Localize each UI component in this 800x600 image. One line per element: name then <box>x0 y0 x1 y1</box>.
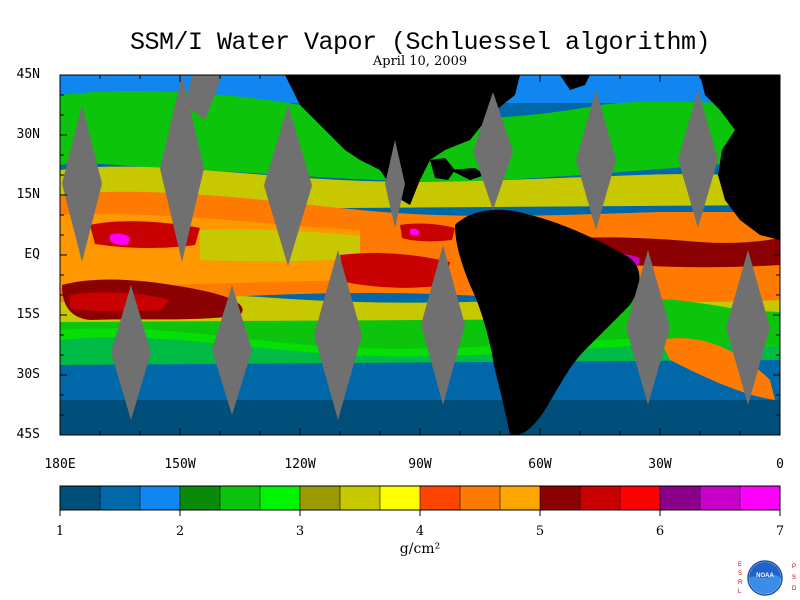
panama-red-patch <box>400 223 455 242</box>
lon-label: 60W <box>528 457 552 472</box>
colorbar-tick-label: 3 <box>295 524 305 539</box>
east-pacific-red-patch <box>340 252 450 288</box>
colorbar-swatch <box>140 486 181 510</box>
lat-label: 15S <box>16 307 40 322</box>
itcz-yellow-gap <box>200 229 360 262</box>
colorbar-swatch <box>660 486 701 510</box>
logo-seal-wave <box>749 574 781 594</box>
colorbar-swatch <box>700 486 741 510</box>
no-data-swath <box>678 90 718 228</box>
no-data-swath <box>212 285 252 415</box>
no-data-swaths <box>62 75 770 420</box>
water-vapor-map <box>59 74 781 436</box>
land-masses <box>285 75 780 435</box>
no-data-swath <box>421 245 465 405</box>
colorbar-tick-label: 1 <box>55 524 65 539</box>
no-data-swath <box>185 75 222 120</box>
logo-seal-top <box>749 562 781 578</box>
caribbean-island <box>450 168 485 180</box>
colorbar-swatch <box>620 486 661 510</box>
lon-label: 30W <box>648 457 672 472</box>
colorbar-swatch <box>220 486 261 510</box>
colorbar-tick-label: 6 <box>655 524 665 539</box>
logo-letter-d: D <box>792 586 797 592</box>
colorbar-swatch <box>180 486 221 510</box>
colorbar-unit: g/cm² <box>399 541 441 557</box>
greenland-tip <box>560 75 590 90</box>
lat-label: 30S <box>16 367 40 382</box>
colorbar-swatch <box>100 486 141 510</box>
lat-label: 30N <box>16 127 40 142</box>
logo-noaa-text: NOAA <box>756 573 774 579</box>
logo-letter-s: S <box>738 571 742 577</box>
no-data-swath <box>726 250 770 405</box>
map-tickmarks <box>59 74 781 436</box>
lon-label: 120W <box>284 457 316 472</box>
no-data-swath <box>473 92 513 210</box>
no-data-swath <box>62 105 102 262</box>
colorbar-swatch <box>740 486 781 510</box>
lat-label: 45N <box>16 67 40 82</box>
colorbar-swatch <box>260 486 301 510</box>
lon-label: 90W <box>408 457 432 472</box>
no-data-swath <box>264 105 312 266</box>
no-data-swath <box>111 285 151 420</box>
colorbar-tick-label: 7 <box>775 524 785 539</box>
lon-label: 0 <box>776 457 784 472</box>
lat-label: 15N <box>16 187 40 202</box>
lon-label: 150W <box>164 457 196 472</box>
magenta-spot-west <box>110 233 130 245</box>
africa-europe <box>700 75 780 240</box>
colorbar-swatch <box>300 486 341 510</box>
colorbar-swatch <box>460 486 501 510</box>
logo-letter-l: L <box>738 589 742 595</box>
central-america-isthmus <box>430 158 455 180</box>
lon-label: 180E <box>44 457 76 472</box>
colorbar-swatch <box>60 486 101 510</box>
magenta-spot-panama <box>410 228 420 236</box>
lat-label: 45S <box>16 427 40 442</box>
no-data-swath <box>160 75 204 262</box>
colorbar-tick-label: 5 <box>535 524 545 539</box>
no-data-swath <box>576 90 616 230</box>
colorbar-swatch <box>340 486 381 510</box>
logo-letter-e: E <box>738 562 742 568</box>
colorbar-swatch <box>540 486 581 510</box>
colorbar-tick-label: 4 <box>415 524 425 539</box>
logo-letter-s2: S <box>792 575 796 581</box>
colorbar-tick-label: 2 <box>175 524 185 539</box>
north-america <box>285 75 520 205</box>
no-data-swath <box>385 140 405 228</box>
south-america <box>455 209 640 435</box>
chart-title: SSM/I Water Vapor (Schluessel algorithm) <box>129 28 711 57</box>
colorbar-swatch <box>380 486 421 510</box>
chart-date: April 10, 2009 <box>372 54 468 69</box>
no-data-swath <box>626 250 670 405</box>
no-data-swath <box>314 250 362 420</box>
colorbar <box>59 485 781 516</box>
logo-letter-p: P <box>792 564 796 570</box>
colorbar-swatch <box>500 486 541 510</box>
lat-label: EQ <box>24 247 40 262</box>
colorbar-swatch <box>420 486 461 510</box>
south-pacific-red-patch <box>70 292 170 312</box>
colorbar-swatch <box>580 486 621 510</box>
noaa-esrl-psd-logo: E S R L NOAA P S D <box>738 560 797 596</box>
logo-letter-r: R <box>738 580 743 586</box>
